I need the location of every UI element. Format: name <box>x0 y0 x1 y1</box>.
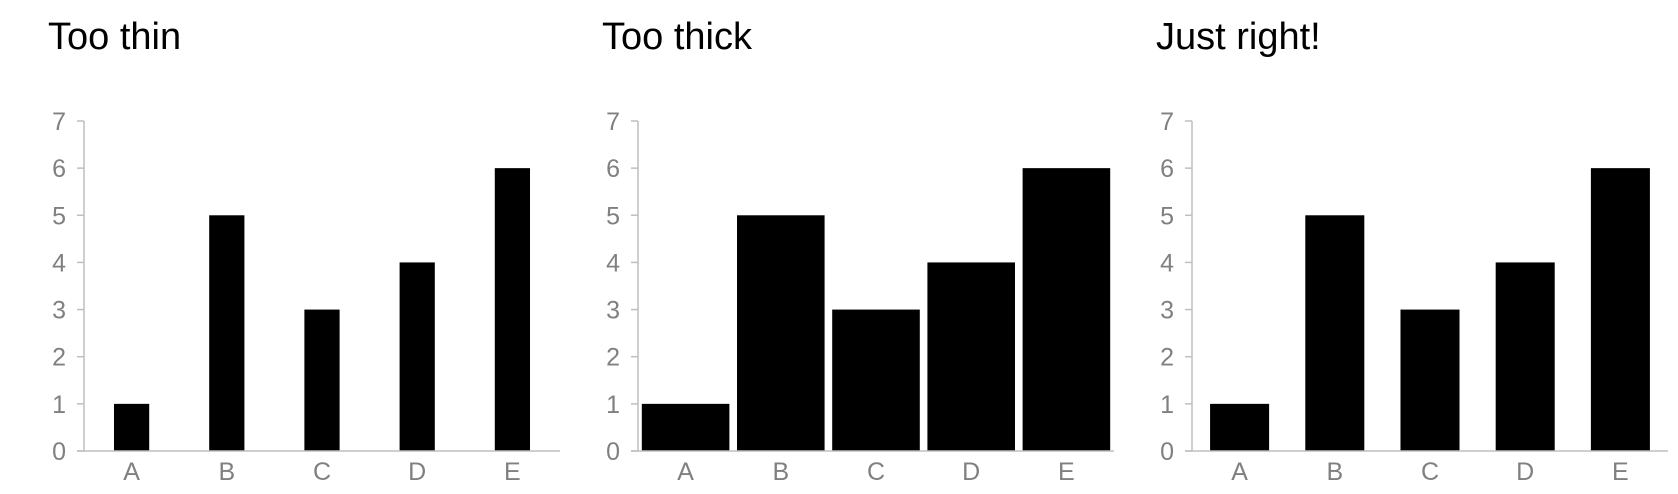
y-tick-label: 0 <box>606 438 620 466</box>
x-tick-label: A <box>677 458 694 486</box>
y-tick-label: 7 <box>1160 108 1174 136</box>
bar-d <box>927 262 1015 451</box>
y-tick-label: 0 <box>52 438 66 466</box>
y-tick-label: 3 <box>1160 297 1174 325</box>
y-tick-label: 6 <box>52 155 66 183</box>
bar-d <box>399 262 435 451</box>
y-tick-label: 4 <box>52 249 66 277</box>
bar-b <box>737 215 825 451</box>
y-tick-label: 1 <box>606 391 620 419</box>
bar-e <box>1022 168 1111 451</box>
y-tick-label: 5 <box>606 202 620 230</box>
bar-e <box>494 168 531 451</box>
bar-chart-too-thick: 0 1 2 3 4 5 6 7 A B C D E <box>606 108 1114 486</box>
x-tick-label: E <box>1612 458 1629 486</box>
x-tick-label: D <box>408 458 426 486</box>
x-tick-label: D <box>962 458 980 486</box>
bar-a <box>1210 403 1270 451</box>
bar-c <box>832 309 920 451</box>
y-tick-label: 7 <box>52 108 66 136</box>
x-tick-label: B <box>772 458 789 486</box>
x-tick-label: B <box>218 458 235 486</box>
y-tick-label: 1 <box>52 391 66 419</box>
y-tick-label: 1 <box>1160 391 1174 419</box>
y-tick-label: 4 <box>1160 249 1174 277</box>
chart-title: Too thin <box>48 16 182 58</box>
y-tick-label: 4 <box>606 249 620 277</box>
y-tick-label: 0 <box>1160 438 1174 466</box>
y-tick-label: 5 <box>52 202 66 230</box>
bar-d <box>1495 262 1555 451</box>
chart-panel-just-right: Just right! 0 1 2 3 4 5 6 7 A B C D E <box>1156 0 1676 494</box>
bar-c <box>304 309 340 451</box>
y-tick-label: 3 <box>52 297 66 325</box>
y-tick-label: 5 <box>1160 202 1174 230</box>
x-tick-label: A <box>123 458 140 486</box>
y-tick-label: 6 <box>1160 155 1174 183</box>
bar-a <box>113 403 150 451</box>
x-tick-label: E <box>1058 458 1075 486</box>
chart-title: Just right! <box>1156 16 1321 58</box>
x-tick-label: A <box>1231 458 1248 486</box>
bar-e <box>1590 168 1650 451</box>
y-tick-label: 7 <box>606 108 620 136</box>
x-tick-label: B <box>1326 458 1343 486</box>
y-tick-label: 6 <box>606 155 620 183</box>
bar-b <box>209 215 245 451</box>
x-tick-label: C <box>313 458 331 486</box>
x-tick-label: D <box>1516 458 1534 486</box>
y-tick-label: 2 <box>1160 344 1174 372</box>
chart-panel-too-thick: Too thick 0 1 2 3 4 5 6 7 A B C D E <box>602 0 1122 494</box>
y-tick-label: 2 <box>52 344 66 372</box>
bar-b <box>1305 215 1365 451</box>
y-tick-label: 3 <box>606 297 620 325</box>
chart-panel-too-thin: Too thin 0 1 2 3 4 5 6 7 A B C D E <box>48 0 568 494</box>
bar-a <box>641 403 730 451</box>
bar-chart-too-thin: 0 1 2 3 4 5 6 7 A B C D E <box>52 108 560 486</box>
y-tick-label: 2 <box>606 344 620 372</box>
bar-chart-just-right: 0 1 2 3 4 5 6 7 A B C D E <box>1160 108 1668 486</box>
x-tick-label: E <box>504 458 521 486</box>
x-tick-label: C <box>867 458 885 486</box>
chart-title: Too thick <box>602 16 752 58</box>
bar-c <box>1400 309 1460 451</box>
x-tick-label: C <box>1421 458 1439 486</box>
